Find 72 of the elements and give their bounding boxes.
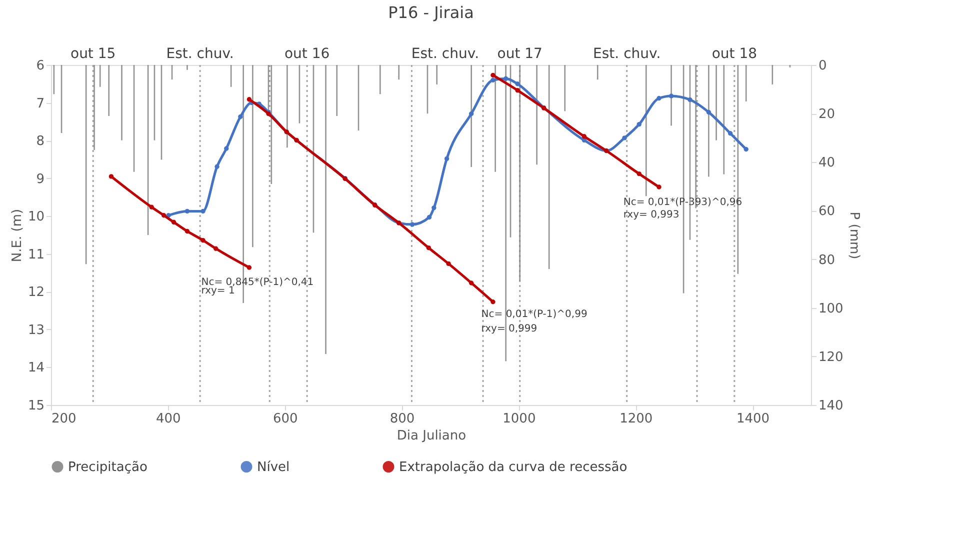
point <box>744 146 748 152</box>
y2-tick-label: 100 <box>818 301 844 316</box>
x-tick-label: 400 <box>156 412 181 426</box>
point <box>426 246 432 250</box>
y2-tick-label: 0 <box>818 58 827 74</box>
point <box>636 122 642 127</box>
x-axis-title: Dia Juliano <box>396 428 466 444</box>
x-tick-label: 600 <box>272 412 298 426</box>
point <box>432 205 436 210</box>
point <box>468 280 474 286</box>
point <box>468 111 474 116</box>
annotation: rxy= 0,999 <box>481 323 538 334</box>
chart-title: P16 - Jiraia <box>388 3 474 22</box>
ref-line-label: Est. chuv. <box>411 46 480 62</box>
legend-label: Nível <box>257 460 290 475</box>
point <box>656 184 662 190</box>
point <box>444 156 450 162</box>
point <box>636 171 642 176</box>
point <box>214 164 220 169</box>
point <box>238 114 243 120</box>
legend-label: Precipitação <box>68 460 148 475</box>
y-tick-label: 13 <box>28 322 44 338</box>
y-tick-label: 11 <box>28 247 44 262</box>
y2-tick-label: 20 <box>818 107 836 122</box>
y2-tick-label: 40 <box>818 156 836 171</box>
point <box>490 72 496 78</box>
y2-tick-label: 60 <box>818 204 836 220</box>
point <box>503 76 508 81</box>
y2-tick-label: 140 <box>818 398 844 414</box>
point <box>622 136 627 140</box>
x-tick-label: 1400 <box>736 412 770 426</box>
x-tick-label: 800 <box>390 412 415 426</box>
point <box>582 134 587 139</box>
point <box>515 82 520 86</box>
x-tick-label: 1200 <box>620 412 653 426</box>
ref-line-label: Est. chuv. <box>593 46 661 62</box>
y-tick-label: 9 <box>36 172 44 187</box>
y-tick-label: 15 <box>28 398 44 414</box>
ref-line-label: Est. chuv. <box>166 46 234 62</box>
y-tick-label: 7 <box>36 96 44 112</box>
point <box>668 94 674 98</box>
point <box>224 146 229 151</box>
y-tick-label: 10 <box>28 210 44 225</box>
y-tick-label: 12 <box>28 285 44 300</box>
point <box>656 96 662 101</box>
y-tick-label: 8 <box>36 134 44 150</box>
y2-axis-title: P (mm) <box>846 212 862 260</box>
y2-tick-label: 120 <box>818 350 844 365</box>
point <box>490 300 496 304</box>
point <box>410 222 415 227</box>
ref-line-label: out 18 <box>712 46 758 62</box>
ref-line-label: out 15 <box>70 46 116 62</box>
legend-label: Extrapolação da curva de recessão <box>399 460 628 475</box>
annotation: rxy= 0,993 <box>623 210 680 221</box>
x-tick-label: 200 <box>52 412 76 426</box>
ref-line-label: out 16 <box>284 46 330 62</box>
y-axis-title: N.E. (m) <box>10 208 25 262</box>
point <box>688 97 692 102</box>
annotation: rxy= 1 <box>201 286 235 297</box>
x-tick-label: 1000 <box>502 412 536 426</box>
point <box>426 214 432 220</box>
point <box>446 261 451 266</box>
point <box>728 131 733 136</box>
y-tick-label: 6 <box>36 58 44 74</box>
point <box>490 78 496 82</box>
y2-tick-label: 80 <box>818 252 836 268</box>
annotation: Nc= 0,01*(P-1)^0,99 <box>481 308 588 320</box>
point <box>515 88 520 93</box>
ref-line-label: out 17 <box>497 46 542 62</box>
point <box>706 110 712 115</box>
y-tick-label: 14 <box>28 360 44 376</box>
point <box>246 97 252 102</box>
